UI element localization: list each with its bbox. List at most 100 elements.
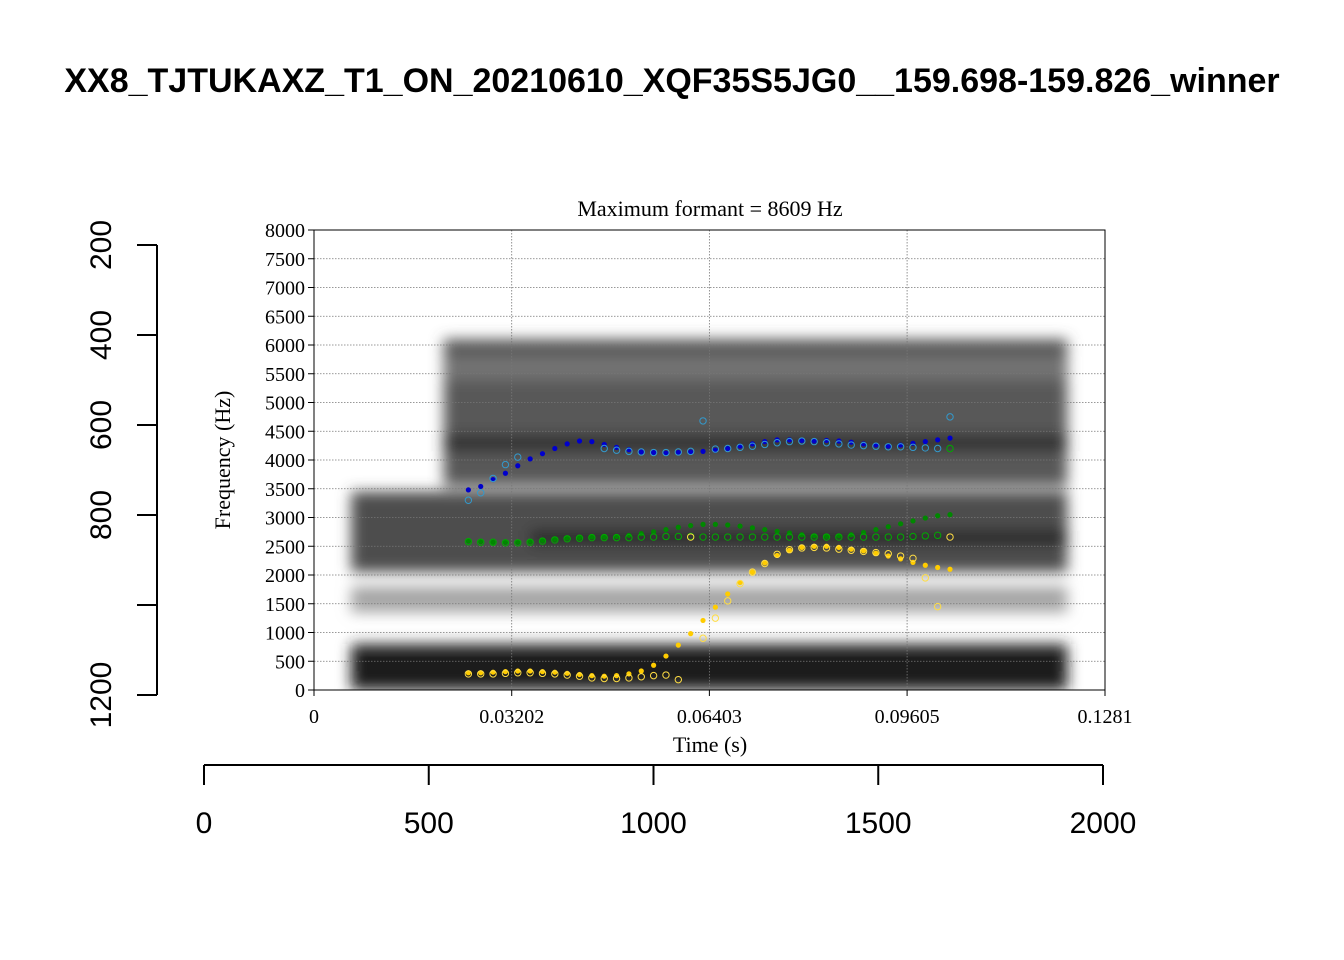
formant-point (798, 437, 806, 445)
formant-point (576, 535, 583, 541)
formant-point (649, 448, 658, 457)
formant-point (477, 489, 485, 497)
formant-point (761, 440, 769, 449)
outer-left-tick-label: 400 (85, 310, 118, 360)
formant-point (785, 533, 794, 541)
formant-point (478, 483, 484, 490)
formant-point (501, 539, 510, 547)
formant-point (551, 536, 559, 544)
formant-point (910, 518, 916, 524)
formant-point (589, 673, 595, 679)
formant-point (589, 439, 595, 445)
formant-point (563, 671, 571, 679)
page-title: XX8_TJTUKAXZ_T1_ON_20210610_XQF35S5JG0__… (64, 62, 1279, 100)
formant-point (625, 674, 633, 682)
formant-point (651, 449, 657, 456)
y-tick-label: 1000 (265, 623, 305, 645)
formant-point (663, 526, 669, 533)
spectrogram-striation (443, 356, 1068, 380)
formant-point (872, 548, 880, 557)
formant-point (725, 522, 731, 528)
formant-point (737, 523, 743, 529)
formant-point (885, 443, 891, 449)
formant-point (662, 671, 670, 679)
formant-point (921, 574, 930, 582)
formant-point (898, 521, 904, 527)
formant-point (872, 533, 880, 541)
formant-point (538, 669, 547, 678)
formant-point (612, 446, 621, 454)
formant-point (896, 533, 905, 541)
y-tick-label: 2500 (265, 536, 305, 558)
y-tick-label: 6500 (265, 306, 305, 328)
formant-point (637, 533, 645, 541)
formant-point (575, 672, 584, 680)
formant-point (737, 579, 743, 586)
formant-point (700, 521, 706, 528)
formant-point (922, 515, 928, 521)
formant-point (699, 417, 707, 425)
formant-point (822, 439, 831, 447)
formant-point (465, 487, 471, 493)
formant-point (515, 539, 521, 545)
formant-point (601, 673, 607, 679)
formant-point (749, 569, 756, 575)
formant-point (736, 579, 744, 588)
x-tick-label: 0.06403 (677, 706, 742, 728)
formant-point (799, 437, 805, 444)
outer-bottom-axis: 0 500 1000 1500 2000 (196, 764, 1137, 840)
formant-point (699, 634, 707, 642)
formant-point (933, 602, 942, 611)
formant-point (514, 669, 522, 677)
outer-bottom-tick-label: 0 (196, 807, 213, 840)
y-tick-label: 0 (295, 680, 305, 702)
formant-point (761, 533, 769, 541)
y-tick-label: 3000 (265, 508, 305, 530)
y-tick-label: 5000 (265, 393, 305, 415)
formant-point (651, 529, 657, 535)
formant-point (465, 670, 471, 676)
formant-point (946, 444, 954, 453)
formant-point (885, 524, 891, 530)
formant-point (859, 533, 868, 541)
formant-point (651, 662, 657, 668)
formant-series-6 (464, 533, 954, 684)
outer-bottom-tick-label: 500 (404, 807, 454, 840)
y-tick-label: 6000 (265, 335, 305, 357)
y-tick-label: 7000 (265, 278, 305, 300)
x-tick-label: 0.09605 (875, 706, 940, 728)
formant-point (576, 438, 583, 444)
x-tick-label: 0.03202 (479, 706, 544, 728)
formant-point (873, 550, 879, 556)
formant-point (688, 631, 694, 637)
formant-point (873, 526, 879, 533)
formant-point (872, 442, 880, 450)
formant-point (564, 441, 570, 447)
formant-point (514, 453, 522, 461)
formant-point (613, 533, 620, 540)
formant-point (490, 476, 496, 483)
y-tick-label: 7500 (265, 249, 305, 271)
formant-series-3 (465, 512, 953, 545)
y-tick-label: 4000 (265, 450, 305, 472)
formant-point (933, 444, 942, 453)
outer-bottom-tick-label: 2000 (1070, 807, 1137, 840)
formant-point (847, 546, 855, 554)
formant-point (811, 543, 817, 549)
formant-point (935, 564, 941, 571)
y-tick-label: 5500 (265, 364, 305, 386)
formant-point (774, 552, 780, 559)
y-tick-label: 4500 (265, 421, 305, 443)
formant-point (799, 532, 805, 538)
formant-point (712, 604, 718, 610)
formant-point (526, 669, 534, 677)
chart-subtitle: Maximum formant = 8609 Hz (577, 196, 843, 221)
formant-point (675, 449, 681, 456)
formant-point (589, 534, 595, 540)
outer-left-tick-label: 600 (85, 400, 118, 450)
formant-point (822, 533, 831, 541)
formant-point (711, 533, 720, 541)
formant-point (464, 670, 473, 678)
formant-point (600, 674, 608, 683)
formant-point (514, 539, 522, 547)
